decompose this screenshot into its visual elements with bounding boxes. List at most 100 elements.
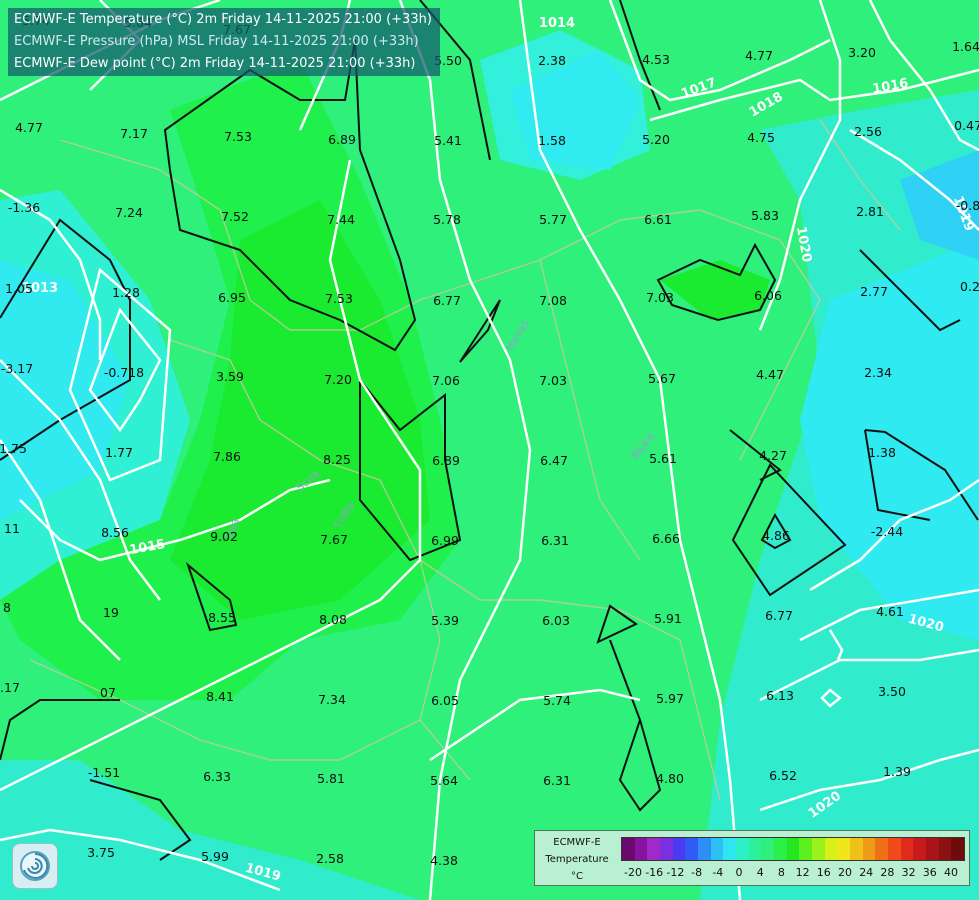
temperature-value: 7.53 — [224, 129, 252, 144]
legend-color-step — [647, 838, 661, 860]
legend-color-step — [723, 838, 737, 860]
legend-tick-labels: -20 -16 -12 -8 -4 0 4 8 12 16 20 24 28 32 36 40 — [621, 866, 963, 880]
temperature-value: 4.77 — [745, 48, 773, 63]
temperature-value: 5.74 — [543, 693, 571, 708]
temperature-value: 1.58 — [538, 133, 566, 148]
legend-color-step — [799, 838, 813, 860]
legend-color-step — [938, 838, 952, 860]
temperature-value: 1.64 — [952, 39, 979, 54]
temperature-value: 1.28 — [112, 285, 140, 300]
temperature-labels: 5.74 5.64 7.67 5.50 2.38 4.53 4.77 3.20 1.64 4.77… — [0, 13, 979, 868]
legend-color-step — [888, 838, 901, 860]
temperature-value: 1.75 — [0, 441, 27, 456]
temperature-value: 5.41 — [434, 133, 462, 148]
temperature-value: 3.20 — [848, 45, 876, 60]
temperature-value: 9.02 — [210, 529, 238, 544]
legend-tick: 36 — [922, 866, 937, 879]
temperature-value: 8.25 — [323, 452, 351, 467]
temperature-value: 2.56 — [854, 124, 882, 139]
temperature-value: 8.55 — [208, 610, 236, 625]
title-dewpoint: ECMWF-E Dew point (°C) 2m Friday 14-11-2… — [14, 56, 416, 71]
legend-color-step — [622, 838, 635, 860]
legend-color-step — [926, 838, 939, 860]
temperature-value: 2.81 — [856, 204, 884, 219]
temperature-value: 6.47 — [540, 453, 568, 468]
temperature-value: 0.47 — [954, 118, 979, 133]
temperature-value: 5.64 — [430, 773, 458, 788]
legend-color-step — [634, 838, 648, 860]
cold-zone-west — [0, 260, 130, 520]
temperature-value: 7.03 — [539, 373, 567, 388]
temperature-value: 6.66 — [652, 531, 680, 546]
legend-color-step — [862, 838, 876, 860]
temperature-value: 1.77 — [105, 445, 133, 460]
isobar-label: 1013 — [22, 281, 58, 296]
temperature-value: 0.2 — [960, 279, 979, 294]
temperature-value: 7.44 — [327, 212, 355, 227]
temperature-value: 6.06 — [754, 288, 782, 303]
cold-zone-north — [510, 50, 640, 170]
legend-color-step — [672, 838, 686, 860]
temperature-value: 19 — [103, 605, 119, 620]
warm-cell-northeast — [660, 260, 770, 320]
temperature-value: 5.97 — [656, 691, 684, 706]
legend-tick: -20 — [624, 866, 642, 879]
temperature-value: 07 — [100, 685, 116, 700]
temperature-value: 7.24 — [115, 205, 143, 220]
legend-title: ECMWF-E Temperature °C — [539, 834, 615, 885]
ecmwf-logo — [12, 843, 58, 889]
temperature-value: 4.53 — [642, 52, 670, 67]
temperature-value: 8 — [3, 600, 11, 615]
temperature-value: 5.83 — [751, 208, 779, 223]
warmest-core — [170, 200, 430, 620]
temperature-legend: ECMWF-E Temperature °C -20 -16 -12 -8 -4 0 4 8 1… — [534, 830, 970, 886]
legend-color-step — [812, 838, 825, 860]
temperature-value: 6.61 — [644, 212, 672, 227]
temperature-value: 4.75 — [747, 130, 775, 145]
legend-tick: 32 — [901, 866, 916, 879]
temperature-value: 3.50 — [878, 684, 906, 699]
cool-zone-south — [0, 760, 420, 900]
legend-tick: -12 — [666, 866, 685, 879]
temperature-value: 6.52 — [769, 768, 797, 783]
temperature-value: 6.89 — [328, 132, 356, 147]
legend-variable: Temperature — [545, 854, 609, 865]
temperature-value: 6.31 — [541, 533, 569, 548]
temperature-value: 5.77 — [539, 212, 567, 227]
legend-color-step — [685, 838, 699, 860]
temperature-value: 6.31 — [543, 773, 571, 788]
temperature-value: 7.52 — [221, 209, 249, 224]
temperature-value: -0.718 — [104, 365, 144, 380]
legend-color-step — [837, 838, 851, 860]
temperature-value: -1.51 — [88, 765, 120, 780]
dewpoint-contours — [0, 0, 979, 861]
legend-tick: 28 — [880, 866, 895, 879]
temperature-value: 4.27 — [759, 448, 787, 463]
isobar-label: 1014 — [539, 16, 575, 31]
temperature-value: 5.67 — [648, 371, 676, 386]
temperature-value: 5.78 — [433, 212, 461, 227]
temperature-value: 6.13 — [766, 688, 794, 703]
temperature-value: -1.36 — [8, 200, 40, 215]
temperature-value: 7.03 — [646, 290, 674, 305]
temperature-value: 4.47 — [756, 367, 784, 382]
legend-tick: 8 — [777, 866, 785, 879]
temperature-value: 3.17 — [0, 680, 20, 695]
temperature-value: 6.95 — [218, 290, 246, 305]
temperature-value: 8.41 — [206, 689, 234, 704]
temperature-value: 6.77 — [765, 608, 793, 623]
temperature-value: 4.80 — [656, 771, 684, 786]
temperature-value: 6.05 — [431, 693, 459, 708]
legend-color-step — [951, 838, 965, 860]
isobar-label: 1020 — [793, 225, 814, 263]
legend-tick: -8 — [691, 866, 703, 879]
legend-color-step — [748, 838, 762, 860]
legend-tick: -16 — [645, 866, 664, 879]
temperature-value: 2.34 — [864, 365, 892, 380]
temperature-value: 6.89 — [432, 453, 460, 468]
legend-tick: 4 — [756, 866, 764, 879]
legend-color-step — [660, 838, 673, 860]
legend-tick: -4 — [712, 866, 724, 879]
temperature-value: -2.44 — [871, 524, 903, 539]
